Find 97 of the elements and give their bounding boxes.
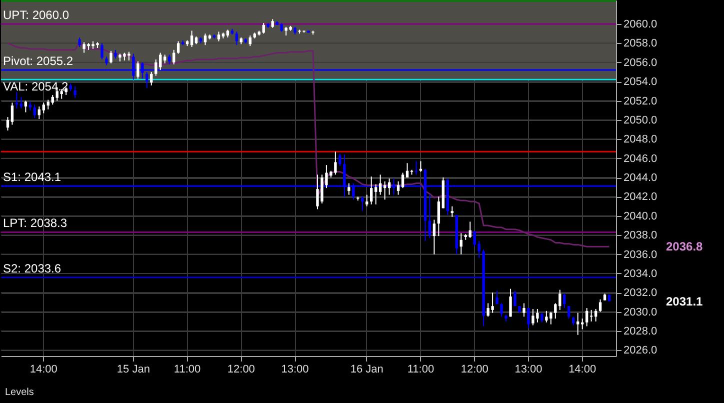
candlestick	[20, 96, 23, 109]
y-tick-label: 2052.0	[624, 95, 658, 108]
candlestick	[248, 35, 252, 47]
candlestick	[514, 290, 516, 307]
y-tick-label: 2028.0	[624, 326, 658, 338]
candlestick	[460, 232, 462, 255]
text: 2031.1	[666, 294, 704, 308]
candlestick	[419, 160, 422, 172]
candlestick	[554, 302, 557, 320]
ref-line-label: VAL: 2054.2	[3, 80, 68, 94]
candlestick	[468, 221, 472, 238]
candlestick	[509, 288, 512, 318]
ref-line-label: Pivot: 2055.2	[3, 54, 74, 68]
candlestick	[396, 180, 400, 196]
candlestick	[100, 42, 104, 60]
candlestick	[150, 71, 153, 86]
candlestick	[15, 92, 18, 109]
candlestick	[437, 196, 440, 237]
candlestick	[598, 298, 602, 312]
candlestick	[374, 184, 378, 205]
ref-line-label: S2: 2033.6	[3, 261, 62, 276]
candlestick	[432, 219, 436, 255]
ref-line-label: S1: 2043.1	[3, 170, 62, 184]
y-tick-label: 2036.0	[624, 248, 658, 261]
ref-line-label: UPT: 2060.0	[3, 8, 70, 22]
candlestick	[176, 40, 180, 54]
x-tick-label: 14:00	[568, 364, 596, 376]
candlestick	[558, 289, 562, 310]
candlestick	[401, 172, 404, 189]
candlestick	[563, 293, 566, 309]
ref-line-label: LPT: 2038.3	[3, 216, 68, 230]
y-tick-label: 2046.0	[624, 152, 658, 165]
candlestick	[235, 31, 238, 46]
candlestick	[383, 180, 386, 200]
x-tick-label: 11:00	[407, 364, 434, 376]
candlestick	[540, 312, 544, 323]
candlestick	[168, 54, 171, 65]
candlestick	[361, 196, 364, 212]
x-tick-label: 16 Jan	[350, 364, 384, 376]
candlestick	[496, 290, 498, 305]
candlestick	[6, 116, 10, 131]
candlestick	[428, 194, 432, 238]
y-tick-label: 2058.0	[624, 38, 658, 50]
y-tick-label: 2054.0	[624, 76, 658, 88]
candlestick	[568, 306, 570, 320]
y-tick-label: 2048.0	[624, 134, 658, 146]
candlestick	[348, 182, 350, 196]
y-tick-label: 2038.0	[624, 230, 658, 242]
y-tick-label: 2056.0	[624, 56, 658, 69]
candlestick	[450, 206, 454, 218]
x-tick-label: 14:00	[30, 364, 58, 376]
candlestick	[338, 153, 342, 167]
candlestick	[172, 49, 176, 65]
candlestick	[217, 31, 220, 42]
y-tick-label: 2050.0	[624, 114, 658, 126]
y-tick-label: 2040.0	[624, 210, 658, 222]
text: Levels	[5, 387, 34, 398]
candlestick	[527, 308, 530, 329]
y-tick-label: 2060.0	[624, 18, 658, 30]
candlestick	[46, 99, 50, 110]
candlestick	[580, 318, 584, 330]
candlestick	[366, 194, 368, 207]
candlestick	[154, 58, 158, 76]
x-tick-label: 13:00	[514, 364, 542, 376]
candlestick	[590, 309, 593, 322]
candlestick	[74, 86, 76, 98]
y-tick-label: 2042.0	[624, 191, 658, 204]
candlestick	[24, 100, 28, 113]
candlestick	[522, 302, 526, 318]
y-tick-label: 2034.0	[624, 268, 658, 280]
y-tick-label: 2026.0	[624, 344, 658, 357]
x-tick-label: 11:00	[174, 364, 201, 376]
candlestick	[190, 30, 194, 48]
candlestick	[110, 50, 112, 64]
candlestick	[406, 162, 409, 178]
candlestick	[576, 312, 580, 336]
candlestick	[136, 60, 140, 80]
y-tick-label: 2030.0	[624, 306, 658, 318]
y-tick-label: 2044.0	[624, 172, 658, 184]
text: 2036.8	[666, 240, 704, 254]
candlestick	[10, 102, 14, 126]
x-tick-label: 15 Jan	[116, 364, 150, 376]
candlestick	[159, 52, 162, 71]
y-tick-label: 2032.0	[624, 287, 658, 300]
candlestick	[78, 36, 81, 48]
candlestick	[42, 102, 45, 114]
candlestick	[585, 308, 588, 327]
candlestick	[204, 33, 207, 46]
candlestick	[33, 104, 36, 119]
candlestick	[414, 160, 418, 176]
x-tick-label: 13:00	[281, 364, 309, 376]
x-tick-label: 12:00	[227, 364, 255, 376]
candlestick	[262, 22, 265, 34]
candlestick	[378, 174, 382, 196]
candlestick	[500, 302, 503, 318]
x-tick-label: 12:00	[460, 364, 488, 376]
candlestick	[370, 176, 373, 205]
